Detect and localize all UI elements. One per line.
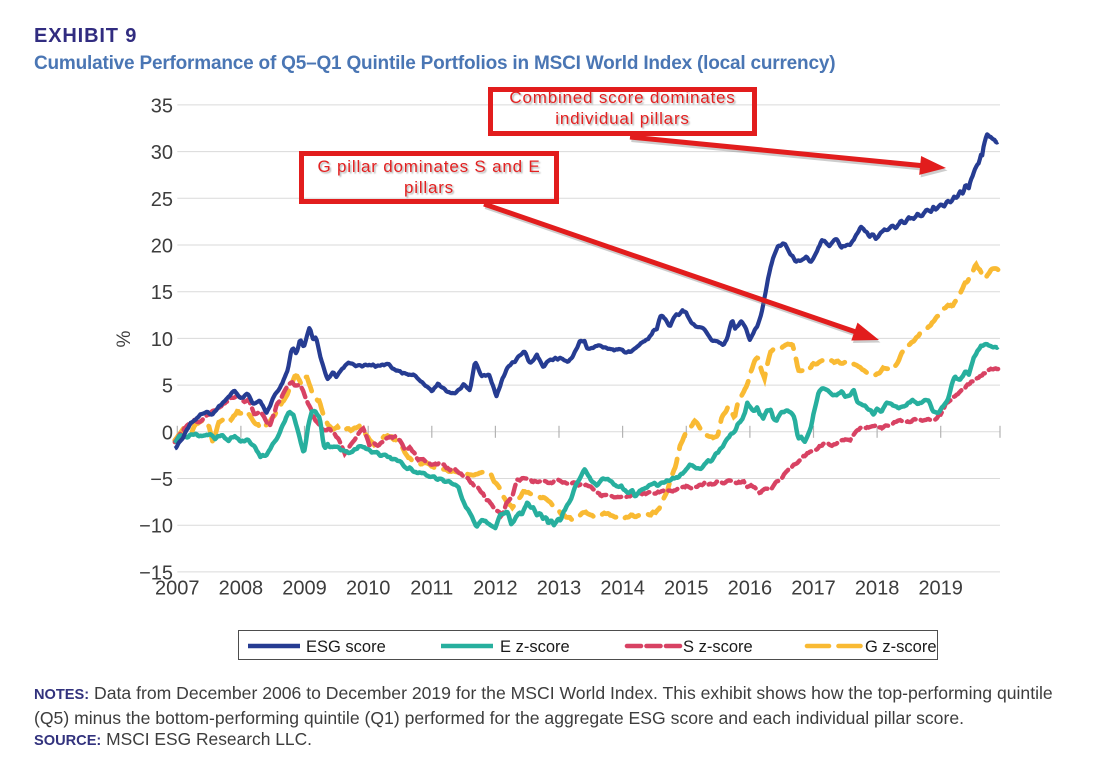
svg-text:ESG score: ESG score [306,638,386,656]
svg-text:−15: −15 [139,562,173,584]
svg-text:10: 10 [151,329,173,351]
svg-text:20: 20 [151,236,173,258]
svg-text:2018: 2018 [855,578,900,600]
svg-text:2012: 2012 [473,578,518,600]
svg-text:2011: 2011 [410,578,453,600]
svg-text:2008: 2008 [219,578,264,600]
svg-text:−5: −5 [150,469,173,491]
svg-text:%: % [114,330,135,347]
svg-text:2017: 2017 [791,578,836,600]
svg-text:−10: −10 [139,516,173,538]
svg-text:25: 25 [151,189,173,211]
svg-text:35: 35 [151,95,173,117]
svg-text:30: 30 [151,142,173,164]
svg-text:E z-score: E z-score [500,638,570,656]
svg-text:2015: 2015 [664,578,709,600]
svg-text:2013: 2013 [537,578,582,600]
svg-text:2009: 2009 [282,578,327,600]
svg-text:2019: 2019 [918,578,963,600]
svg-text:2010: 2010 [346,578,391,600]
svg-text:0: 0 [162,422,173,444]
svg-text:2007: 2007 [155,578,200,600]
svg-text:2016: 2016 [728,578,773,600]
svg-text:S z-score: S z-score [683,638,753,656]
svg-text:15: 15 [151,282,173,304]
svg-text:2014: 2014 [600,578,645,600]
svg-text:5: 5 [162,376,173,398]
svg-text:G z-score: G z-score [865,638,937,656]
